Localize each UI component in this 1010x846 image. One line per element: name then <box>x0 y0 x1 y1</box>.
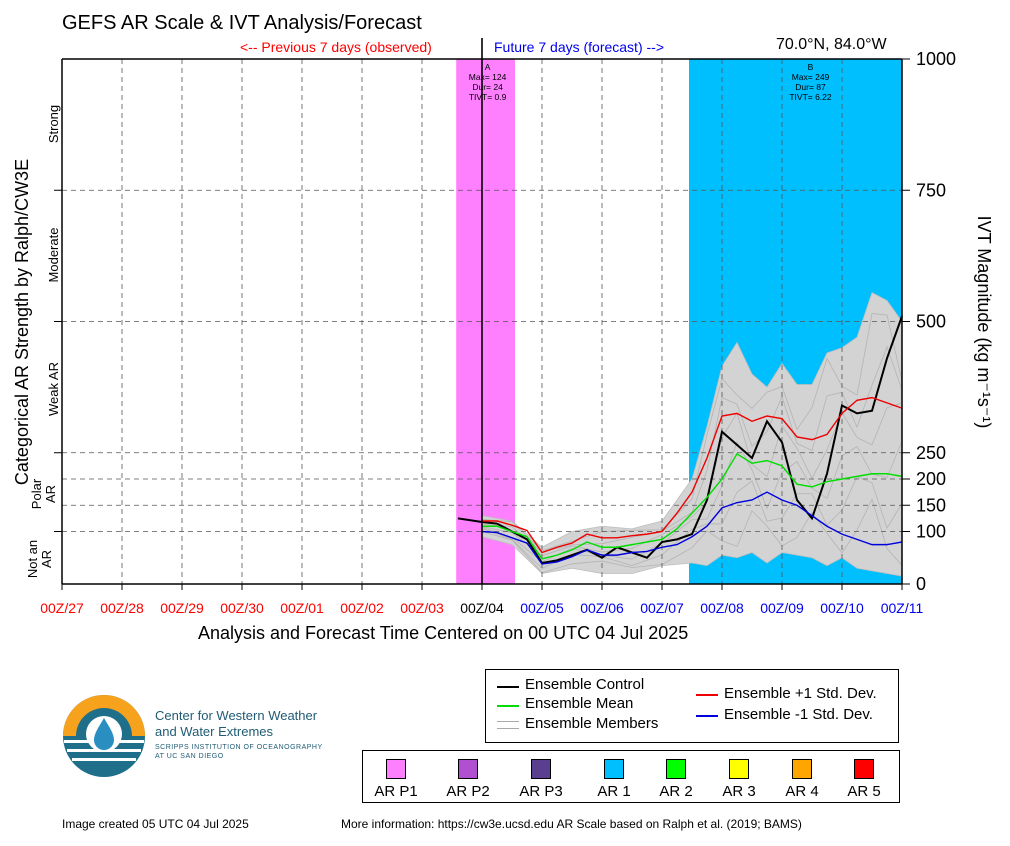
category-swatch <box>666 759 686 779</box>
x-tick-label: 00Z/07 <box>640 600 684 616</box>
category-label: Weak AR <box>46 362 61 416</box>
series-ensemble-1-std-dev- <box>481 491 903 565</box>
x-tick-label: 00Z/04 <box>460 600 504 616</box>
logo-sub2: AT UC SAN DIEGO <box>155 753 224 760</box>
y-tick-label: 500 <box>916 312 946 332</box>
category-label: AR <box>39 550 54 568</box>
series-ensemble-control <box>457 315 903 565</box>
ensemble-member-line <box>481 440 903 563</box>
ar-event-info-A: TIVT= 0.9 <box>469 92 507 102</box>
ar-event-info-A: Max= 124 <box>469 72 507 82</box>
x-axis-label: Analysis and Forecast Time Centered on 0… <box>198 623 689 643</box>
ar-event-info-B: Max= 249 <box>792 72 830 82</box>
category-ar-5: AR 5 <box>834 759 894 800</box>
previous-days-label: <-- Previous 7 days (observed) <box>240 39 432 55</box>
category-label-text: AR 4 <box>785 783 819 800</box>
y-tick-label: 150 <box>916 495 946 515</box>
category-label: Moderate <box>46 228 61 283</box>
location-label: 70.0°N, 84.0°W <box>776 36 887 53</box>
x-tick-label: 00Z/10 <box>820 600 864 616</box>
ar-event-info-B: Dur= 87 <box>795 82 826 92</box>
category-swatch <box>792 759 812 779</box>
category-label: AR <box>43 485 58 503</box>
category-swatch <box>854 759 874 779</box>
image-created-label: Image created 05 UTC 04 Jul 2025 <box>62 817 249 831</box>
logo-line1: Center for Western Weather <box>155 708 318 723</box>
category-label-text: AR 1 <box>597 783 631 800</box>
category-label: Strong <box>46 105 61 143</box>
y-tick-label: 750 <box>916 180 946 200</box>
category-ar-1: AR 1 <box>584 759 644 800</box>
ar-event-info-A: A <box>485 62 491 72</box>
legend-members: Ensemble Members <box>525 715 659 732</box>
cw3e-logo: Center for Western Weather and Water Extr… <box>62 694 362 784</box>
water-drop-logo-icon <box>63 695 145 777</box>
category-label-text: AR P3 <box>519 783 563 800</box>
ensemble-member-line <box>481 498 903 574</box>
y-tick-label: 100 <box>916 522 946 542</box>
x-tick-label: 00Z/11 <box>881 600 924 616</box>
more-info-label: More information: https://cw3e.ucsd.edu … <box>341 817 802 831</box>
x-tick-label: 00Z/30 <box>220 600 264 616</box>
category-swatch <box>729 759 749 779</box>
x-tick-label: 00Z/08 <box>700 600 744 616</box>
x-tick-label: 00Z/05 <box>520 600 564 616</box>
y-tick-label: 0 <box>916 574 926 594</box>
left-axis-label: Categorical AR Strength by Ralph/CW3E <box>12 159 32 485</box>
category-label-text: AR P1 <box>374 783 418 800</box>
logo-line2: and Water Extremes <box>155 724 274 739</box>
ar-event-info-B: B <box>808 62 814 72</box>
series-ensemble-mean <box>482 452 903 560</box>
x-tick-label: 00Z/28 <box>100 600 144 616</box>
legend-control-swatch <box>497 686 519 688</box>
category-ar-3: AR 3 <box>709 759 769 800</box>
category-label-text: AR 3 <box>722 783 756 800</box>
x-tick-label: 00Z/02 <box>340 600 384 616</box>
x-tick-label: 00Z/06 <box>580 600 624 616</box>
x-tick-label: 00Z/09 <box>760 600 804 616</box>
right-axis-label: IVT Magnitude (kg m⁻¹s⁻¹) <box>974 216 994 429</box>
category-swatch <box>386 759 406 779</box>
x-tick-label: 00Z/27 <box>40 600 84 616</box>
legend-members-swatch <box>497 721 519 729</box>
ensemble-member-line <box>481 313 903 552</box>
category-swatch <box>531 759 551 779</box>
category-ar-2: AR 2 <box>646 759 706 800</box>
category-swatch <box>458 759 478 779</box>
category-ar-p1: AR P1 <box>366 759 426 800</box>
y-tick-label: 200 <box>916 469 946 489</box>
ar-category-legend: AR P1 AR P2 AR P3 AR 1 AR 2 AR 3 AR 4 AR 5 <box>362 750 900 803</box>
legend-minus-swatch <box>696 715 718 717</box>
chart-title: GEFS AR Scale & IVT Analysis/Forecast <box>62 12 422 34</box>
y-tick-label: 1000 <box>916 49 956 69</box>
legend-mean-swatch <box>497 705 519 707</box>
x-tick-label: 00Z/03 <box>400 600 444 616</box>
future-days-label: Future 7 days (forecast) --> <box>494 39 665 55</box>
x-tick-label: 00Z/01 <box>280 600 324 616</box>
ar-event-info-B: TIVT= 6.22 <box>789 92 832 102</box>
legend-plus-std: Ensemble +1 Std. Dev. <box>724 685 877 702</box>
category-label: Polar <box>29 478 44 509</box>
legend-control: Ensemble Control <box>525 676 645 693</box>
category-ar-p2: AR P2 <box>438 759 498 800</box>
legend-mean: Ensemble Mean <box>525 695 634 712</box>
ar-event-info-A: Dur= 24 <box>472 82 503 92</box>
ensemble-member-line <box>481 476 903 569</box>
series-legend: Ensemble Control Ensemble Mean Ensemble … <box>485 669 899 743</box>
category-label-text: AR 5 <box>847 783 881 800</box>
series-ensemble-1-std-dev- <box>482 396 903 554</box>
category-ar-p3: AR P3 <box>511 759 571 800</box>
category-swatch <box>604 759 624 779</box>
category-ar-4: AR 4 <box>772 759 832 800</box>
legend-plus-swatch <box>696 694 718 696</box>
legend-minus-std: Ensemble -1 Std. Dev. <box>724 706 873 723</box>
logo-sub1: SCRIPPS INSTITUTION OF OCEANOGRAPHY <box>155 744 323 751</box>
y-tick-label: 250 <box>916 443 946 463</box>
category-label-text: AR 2 <box>659 783 693 800</box>
category-label: Not an <box>25 540 40 578</box>
category-label-text: AR P2 <box>446 783 490 800</box>
x-tick-label: 00Z/29 <box>160 600 204 616</box>
